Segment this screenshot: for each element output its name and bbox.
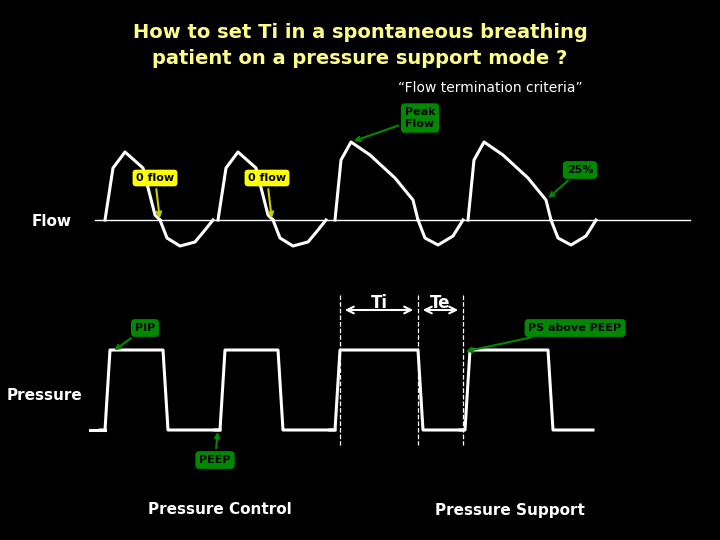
Text: 25%: 25% [550,165,593,197]
Text: Pressure: Pressure [7,388,83,402]
Text: Ti: Ti [371,294,387,312]
Text: Pressure Control: Pressure Control [148,503,292,517]
Text: Pressure Support: Pressure Support [435,503,585,517]
Text: Flow: Flow [32,214,72,230]
Text: 0 flow: 0 flow [248,173,286,216]
Text: Peak
Flow: Peak Flow [356,107,436,141]
Text: “Flow termination criteria”: “Flow termination criteria” [397,81,582,95]
Text: Te: Te [431,294,451,312]
Text: 0 flow: 0 flow [136,173,174,216]
Text: How to set Ti in a spontaneous breathing: How to set Ti in a spontaneous breathing [132,23,588,42]
Text: PS above PEEP: PS above PEEP [468,323,621,352]
Text: PIP: PIP [116,323,155,349]
Text: patient on a pressure support mode ?: patient on a pressure support mode ? [153,49,567,68]
Text: PEEP: PEEP [199,434,230,465]
